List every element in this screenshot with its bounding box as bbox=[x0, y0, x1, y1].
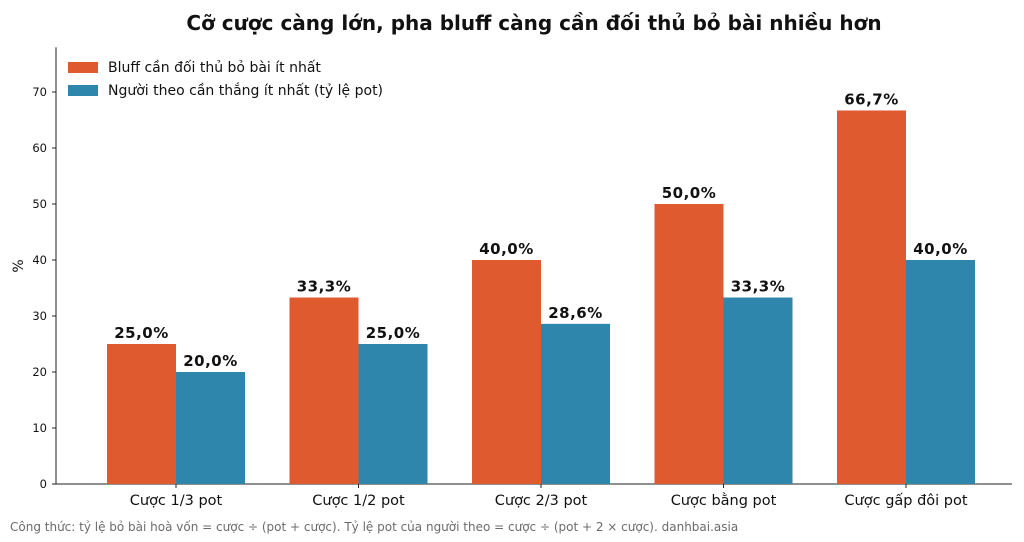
legend-swatch bbox=[68, 85, 98, 96]
bar-series-1 bbox=[837, 110, 906, 484]
y-tick-label: 30 bbox=[32, 309, 47, 323]
data-label: 40,0% bbox=[479, 240, 534, 258]
data-label: 20,0% bbox=[183, 352, 238, 370]
bar-series-2 bbox=[906, 260, 975, 484]
value-labels-group: 25,0% 20,0% 33,3% 25,0% 40,0% 28,6% 50,0% 33,3%… bbox=[114, 90, 968, 370]
y-tick-label: 20 bbox=[32, 365, 47, 379]
data-label: 33,3% bbox=[731, 278, 786, 296]
legend-swatch bbox=[68, 62, 98, 73]
data-label: 50,0% bbox=[662, 184, 717, 202]
x-tick-label: Cược bằng pot bbox=[671, 492, 777, 509]
y-tick-label: 0 bbox=[40, 477, 47, 491]
legend-label: Người theo cần thắng ít nhất (tỷ lệ pot) bbox=[108, 82, 383, 99]
bar-series-1 bbox=[289, 297, 359, 484]
y-tick-label: 40 bbox=[32, 253, 47, 267]
y-tick-label: 70 bbox=[32, 85, 47, 99]
y-axis-label: % bbox=[11, 259, 27, 272]
data-label: 66,7% bbox=[844, 90, 899, 108]
bar-series-2 bbox=[541, 323, 610, 484]
y-tick-label: 60 bbox=[32, 141, 47, 155]
x-tick-label: Cược gấp đôi pot bbox=[844, 493, 967, 509]
data-label: 33,3% bbox=[297, 278, 352, 296]
bar-series-1 bbox=[654, 204, 724, 484]
footnote: Công thức: tỷ lệ bỏ bài hoà vốn = cược ÷… bbox=[10, 520, 738, 534]
y-tick-labels: 0 10 20 30 40 50 60 70 bbox=[32, 85, 56, 491]
legend: Bluff cần đối thủ bỏ bài ít nhất Người th… bbox=[68, 59, 383, 99]
bar-series-2 bbox=[176, 372, 245, 484]
data-label: 28,6% bbox=[548, 304, 603, 322]
bar-series-2 bbox=[358, 344, 428, 484]
bar-series-1 bbox=[107, 344, 176, 484]
chart-title: Cỡ cược càng lớn, pha bluff càng cần đối… bbox=[186, 11, 881, 35]
y-tick-label: 50 bbox=[32, 197, 47, 211]
x-tick-labels: Cược 1/3 pot Cược 1/2 pot Cược 2/3 pot Cược… bbox=[130, 484, 968, 509]
data-label: 25,0% bbox=[366, 324, 421, 342]
bars-group bbox=[107, 110, 975, 484]
x-tick-label: Cược 1/2 pot bbox=[312, 493, 405, 509]
data-label: 25,0% bbox=[114, 324, 169, 342]
legend-label: Bluff cần đối thủ bỏ bài ít nhất bbox=[108, 59, 321, 76]
bar-series-2 bbox=[723, 297, 793, 484]
x-tick-label: Cược 2/3 pot bbox=[495, 493, 588, 509]
bar-series-1 bbox=[472, 260, 541, 484]
y-tick-label: 10 bbox=[32, 421, 47, 435]
data-label: 40,0% bbox=[913, 240, 968, 258]
x-tick-label: Cược 1/3 pot bbox=[130, 493, 223, 509]
